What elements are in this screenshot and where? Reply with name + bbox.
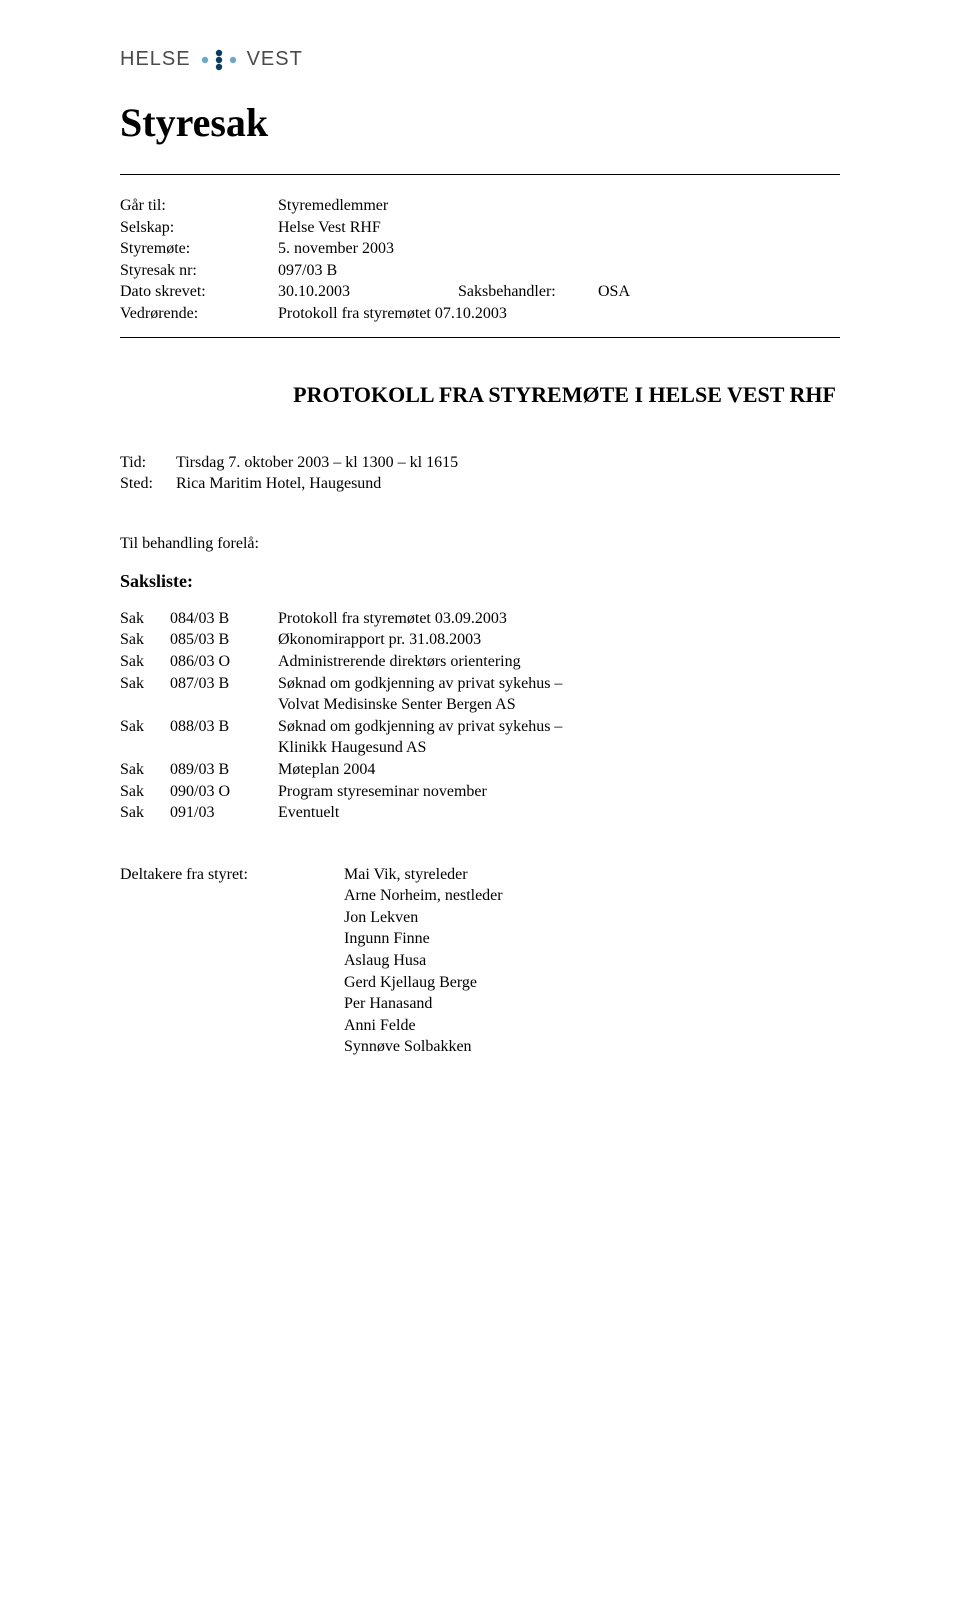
meta-label: Styresak nr: xyxy=(120,260,278,282)
document-page: HELSE VEST Styresak Går til: Styremedlem… xyxy=(0,0,960,1614)
sak-word: Sak xyxy=(120,608,170,630)
sak-row: Sak091/03Eventuelt xyxy=(120,802,840,824)
sak-number: 088/03 B xyxy=(170,716,278,738)
meta-value: 097/03 B xyxy=(278,260,840,282)
participant-name: Anni Felde xyxy=(344,1015,840,1037)
sak-number: 089/03 B xyxy=(170,759,278,781)
sak-list: Sak084/03 BProtokoll fra styremøtet 03.0… xyxy=(120,608,840,824)
meta-extra-label: Saksbehandler: xyxy=(458,281,598,303)
time-place-block: Tid: Tirsdag 7. oktober 2003 – kl 1300 –… xyxy=(120,452,840,495)
sak-word: Sak xyxy=(120,802,170,824)
sak-number: 086/03 O xyxy=(170,651,278,673)
participant-name: Synnøve Solbakken xyxy=(344,1036,840,1058)
sted-value: Rica Maritim Hotel, Haugesund xyxy=(176,473,381,495)
sted-label: Sted: xyxy=(120,473,176,495)
sak-subtext: Volvat Medisinske Senter Bergen AS xyxy=(120,694,840,716)
logo-text-helse: HELSE xyxy=(120,48,191,71)
logo-text-vest: VEST xyxy=(247,48,303,71)
participant-name: Gerd Kjellaug Berge xyxy=(344,972,840,994)
meta-row: Dato skrevet: 30.10.2003 Saksbehandler: … xyxy=(120,281,840,303)
document-heading: PROTOKOLL FRA STYREMØTE I HELSE VEST RHF xyxy=(120,382,840,408)
sak-row: Sak089/03 BMøteplan 2004 xyxy=(120,759,840,781)
saksliste-heading: Saksliste: xyxy=(120,571,840,592)
sak-word: Sak xyxy=(120,673,170,695)
sak-word: Sak xyxy=(120,716,170,738)
sak-number: 090/03 O xyxy=(170,781,278,803)
sted-row: Sted: Rica Maritim Hotel, Haugesund xyxy=(120,473,840,495)
sak-row: Sak090/03 OProgram styreseminar november xyxy=(120,781,840,803)
sak-word: Sak xyxy=(120,651,170,673)
meta-label: Dato skrevet: xyxy=(120,281,278,303)
participant-name: Arne Norheim, nestleder xyxy=(344,885,840,907)
sak-text: Møteplan 2004 xyxy=(278,759,840,781)
participant-name: Mai Vik, styreleder xyxy=(344,864,840,886)
participants-block: Deltakere fra styret: Mai Vik, styrelede… xyxy=(120,864,840,1058)
meta-row: Vedrørende: Protokoll fra styremøtet 07.… xyxy=(120,303,840,325)
meta-row: Går til: Styremedlemmer xyxy=(120,195,840,217)
logo-dots-icon xyxy=(199,49,239,71)
meta-row: Selskap: Helse Vest RHF xyxy=(120,217,840,239)
sak-word: Sak xyxy=(120,781,170,803)
sak-word: Sak xyxy=(120,629,170,651)
sak-row: Sak088/03 BSøknad om godkjenning av priv… xyxy=(120,716,840,738)
divider xyxy=(120,337,840,338)
meta-subvalue: 30.10.2003 xyxy=(278,281,458,303)
meta-row: Styresak nr: 097/03 B xyxy=(120,260,840,282)
meta-row: Styremøte: 5. november 2003 xyxy=(120,238,840,260)
sak-row: Sak085/03 BØkonomirapport pr. 31.08.2003 xyxy=(120,629,840,651)
tid-label: Tid: xyxy=(120,452,176,474)
divider xyxy=(120,174,840,175)
sak-number: 087/03 B xyxy=(170,673,278,695)
page-title: Styresak xyxy=(120,99,840,146)
sak-text: Program styreseminar november xyxy=(278,781,840,803)
participant-name: Aslaug Husa xyxy=(344,950,840,972)
meta-label: Går til: xyxy=(120,195,278,217)
sak-text: Eventuelt xyxy=(278,802,840,824)
meta-value: 5. november 2003 xyxy=(278,238,840,260)
meta-label: Styremøte: xyxy=(120,238,278,260)
sak-number: 084/03 B xyxy=(170,608,278,630)
sak-text: Administrerende direktørs orientering xyxy=(278,651,840,673)
sak-row: Sak087/03 BSøknad om godkjenning av priv… xyxy=(120,673,840,695)
sak-subtext: Klinikk Haugesund AS xyxy=(120,737,840,759)
meta-value: 30.10.2003 Saksbehandler: OSA xyxy=(278,281,840,303)
sak-row: Sak084/03 BProtokoll fra styremøtet 03.0… xyxy=(120,608,840,630)
sak-row: Sak086/03 OAdministrerende direktørs ori… xyxy=(120,651,840,673)
sak-word: Sak xyxy=(120,759,170,781)
meta-block: Går til: Styremedlemmer Selskap: Helse V… xyxy=(120,195,840,325)
participant-name: Jon Lekven xyxy=(344,907,840,929)
participants-label: Deltakere fra styret: xyxy=(120,864,344,1058)
meta-value: Protokoll fra styremøtet 07.10.2003 xyxy=(278,303,840,325)
tid-row: Tid: Tirsdag 7. oktober 2003 – kl 1300 –… xyxy=(120,452,840,474)
participant-name: Ingunn Finne xyxy=(344,928,840,950)
tid-value: Tirsdag 7. oktober 2003 – kl 1300 – kl 1… xyxy=(176,452,458,474)
behandling-label: Til behandling forelå: xyxy=(120,535,840,553)
logo: HELSE VEST xyxy=(120,48,840,71)
meta-label: Vedrørende: xyxy=(120,303,278,325)
sak-number: 091/03 xyxy=(170,802,278,824)
participant-name: Per Hanasand xyxy=(344,993,840,1015)
sak-text: Søknad om godkjenning av privat sykehus … xyxy=(278,673,840,695)
meta-extra-value: OSA xyxy=(598,281,630,303)
meta-value: Helse Vest RHF xyxy=(278,217,840,239)
meta-value: Styremedlemmer xyxy=(278,195,840,217)
sak-text: Økonomirapport pr. 31.08.2003 xyxy=(278,629,840,651)
participants-names: Mai Vik, styrelederArne Norheim, nestled… xyxy=(344,864,840,1058)
meta-label: Selskap: xyxy=(120,217,278,239)
sak-text: Søknad om godkjenning av privat sykehus … xyxy=(278,716,840,738)
sak-number: 085/03 B xyxy=(170,629,278,651)
sak-text: Protokoll fra styremøtet 03.09.2003 xyxy=(278,608,840,630)
